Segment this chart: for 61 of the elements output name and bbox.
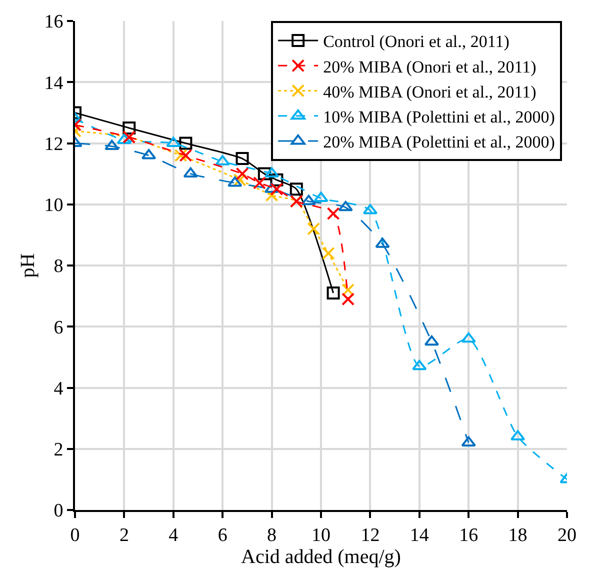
point [461, 436, 476, 447]
point [461, 332, 476, 343]
x-tick-label: 10 [312, 524, 330, 546]
y-tick-label: 4 [54, 378, 64, 400]
x-tick-label: 0 [70, 524, 80, 546]
x-tick-label: 8 [267, 524, 277, 546]
x-tick-label: 18 [508, 524, 528, 546]
point [326, 286, 340, 300]
x-tick-label: 6 [218, 524, 228, 546]
point [104, 140, 120, 150]
point [338, 200, 353, 212]
y-tick-label: 0 [54, 500, 64, 522]
x-tick-label: 16 [459, 524, 478, 546]
point [253, 176, 266, 190]
y-tick-label: 2 [54, 440, 64, 461]
point [342, 283, 355, 296]
y-tick-label: 14 [44, 72, 64, 94]
point [174, 148, 188, 162]
y-tick-label: 16 [44, 12, 64, 33]
point [233, 173, 246, 186]
point [141, 148, 156, 160]
point [236, 152, 249, 166]
x-tick-label: 14 [410, 524, 430, 546]
point [264, 167, 280, 178]
y-tick-label: 6 [54, 317, 64, 338]
point [290, 182, 303, 196]
point [326, 207, 340, 220]
x-tick-label: 12 [360, 524, 380, 546]
y-tick-label: 8 [54, 256, 64, 278]
point [412, 360, 427, 370]
point [375, 238, 390, 248]
legend-label: 20% MIBA (Onori et al., 2011) [323, 57, 536, 76]
x-axis-title: Acid added (meq/g) [241, 546, 401, 568]
point [307, 222, 320, 236]
point [424, 335, 440, 346]
legend-label: 10% MIBA (Polettini et al., 2000) [323, 107, 555, 126]
point [362, 204, 378, 214]
y-tick-label: 12 [44, 134, 64, 155]
point [314, 192, 328, 202]
legend-label: 20% MIBA (Polettini et al., 2000) [323, 132, 555, 152]
point [322, 246, 335, 260]
y-axis-title: pH [17, 253, 40, 278]
point [215, 155, 230, 166]
legend-label: 40% MIBA (Onori et al., 2011) [323, 82, 536, 102]
point [342, 292, 355, 306]
point [258, 167, 271, 180]
point [301, 194, 316, 206]
point [270, 173, 284, 186]
point [270, 182, 284, 196]
point [236, 167, 249, 180]
point [228, 176, 242, 187]
x-tick-label: 4 [168, 524, 179, 546]
point [122, 121, 136, 134]
point [183, 167, 198, 178]
point [179, 148, 192, 162]
y-tick-label: 10 [44, 195, 64, 216]
legend-label: Control (Onori et al., 2011) [323, 32, 510, 52]
x-tick-label: 2 [119, 524, 129, 546]
point [179, 136, 192, 150]
point [166, 136, 181, 147]
x-tick-label: 20 [558, 524, 576, 546]
